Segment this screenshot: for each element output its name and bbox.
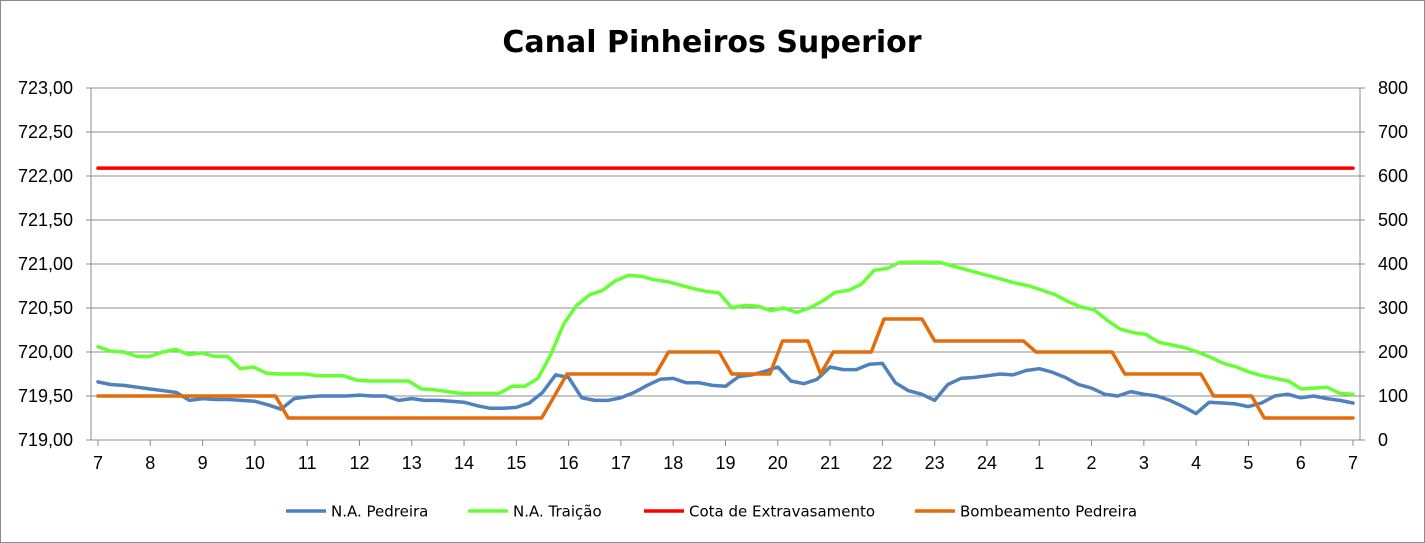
x-tick-label: 10 bbox=[245, 453, 265, 473]
x-tick-label: 5 bbox=[1243, 453, 1253, 473]
y-left-tick-label: 720,50 bbox=[18, 298, 73, 318]
x-tick-label: 15 bbox=[506, 453, 526, 473]
series-line-n-a-pedreira bbox=[96, 361, 1355, 416]
y-left-tick-label: 722,50 bbox=[18, 122, 73, 142]
x-tick-label: 6 bbox=[1296, 453, 1306, 473]
gridlines bbox=[91, 87, 1360, 397]
legend-label: Bombeamento Pedreira bbox=[960, 503, 1137, 521]
x-tick-label: 24 bbox=[977, 453, 997, 473]
x-tick-label: 20 bbox=[768, 453, 788, 473]
x-tick-label: 23 bbox=[925, 453, 945, 473]
y-right-tick-label: 100 bbox=[1378, 386, 1408, 406]
legend-label: Cota de Extravasamento bbox=[689, 503, 875, 521]
right-y-axis: 0 100 200 300 400 500 600 700 800 bbox=[1378, 78, 1408, 450]
x-tick-label: 22 bbox=[872, 453, 892, 473]
x-tick-label: 11 bbox=[298, 453, 317, 473]
y-left-tick-label: 721,50 bbox=[18, 210, 73, 230]
legend-label: N.A. Traição bbox=[513, 503, 602, 521]
x-tick-label: 21 bbox=[820, 453, 840, 473]
x-tick-label: 13 bbox=[402, 453, 422, 473]
series-line-n-a-trai-o bbox=[96, 260, 1355, 396]
chart-title: Canal Pinheiros Superior bbox=[502, 25, 921, 60]
x-tick-label: 16 bbox=[559, 453, 579, 473]
x-axis: 7 8 9 10 11 12 13 14 15 16 17 18 19 20 21 22 23 24 1 2 3 4 5 6 7 bbox=[93, 440, 1358, 473]
y-left-tick-label: 719,00 bbox=[18, 430, 73, 450]
x-tick-label: 19 bbox=[715, 453, 735, 473]
y-right-tick-label: 600 bbox=[1378, 166, 1408, 186]
x-tick-label: 14 bbox=[454, 453, 474, 473]
x-tick-label: 2 bbox=[1087, 453, 1097, 473]
x-tick-label: 7 bbox=[1348, 453, 1358, 473]
x-tick-label: 4 bbox=[1191, 453, 1201, 473]
y-left-tick-label: 719,50 bbox=[18, 386, 73, 406]
x-tick-label: 7 bbox=[93, 453, 103, 473]
y-right-tick-label: 800 bbox=[1378, 78, 1408, 98]
x-tick-label: 1 bbox=[1034, 453, 1044, 473]
y-left-tick-label: 722,00 bbox=[18, 166, 73, 186]
y-right-tick-label: 700 bbox=[1378, 122, 1408, 142]
y-right-tick-label: 500 bbox=[1378, 210, 1408, 230]
y-left-tick-label: 720,00 bbox=[18, 342, 73, 362]
y-left-tick-label: 721,00 bbox=[18, 254, 73, 274]
y-left-tick-label: 723,00 bbox=[18, 78, 73, 98]
y-right-tick-label: 0 bbox=[1378, 430, 1388, 450]
x-tick-label: 17 bbox=[611, 453, 631, 473]
series-line-bombeamento-pedreira bbox=[96, 317, 1355, 420]
y-right-tick-label: 400 bbox=[1378, 254, 1408, 274]
series-lines bbox=[96, 166, 1355, 420]
left-y-axis: 719,00 719,50 720,00 720,50 721,00 721,50 722,… bbox=[18, 78, 73, 450]
x-tick-label: 3 bbox=[1139, 453, 1149, 473]
y-right-tick-label: 200 bbox=[1378, 342, 1408, 362]
y-right-tick-label: 300 bbox=[1378, 298, 1408, 318]
legend-label: N.A. Pedreira bbox=[331, 503, 428, 521]
legend: N.A. Pedreira N.A. Traição Cota de Extrava… bbox=[286, 503, 1137, 521]
x-tick-label: 9 bbox=[198, 453, 208, 473]
x-tick-label: 8 bbox=[145, 453, 155, 473]
x-tick-label: 12 bbox=[349, 453, 369, 473]
x-tick-label: 18 bbox=[663, 453, 683, 473]
